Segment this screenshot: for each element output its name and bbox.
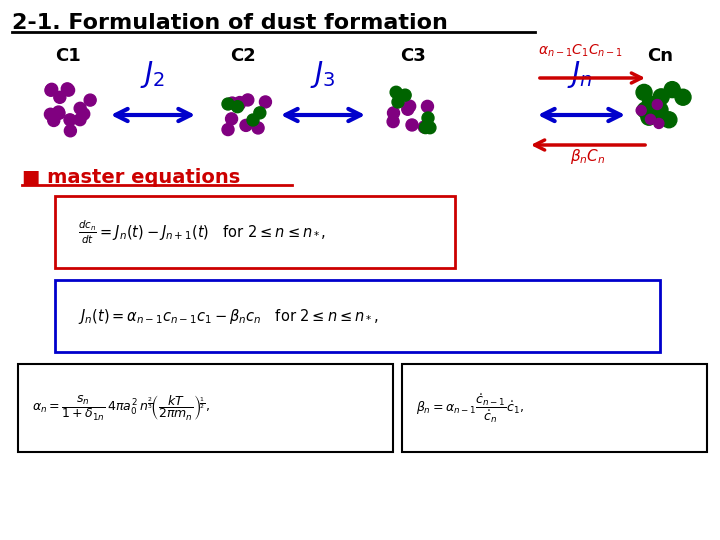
Circle shape [233, 98, 246, 110]
Circle shape [422, 112, 434, 124]
Text: $J_2$: $J_2$ [140, 59, 166, 90]
Bar [55, 196, 455, 268]
Circle shape [84, 94, 96, 106]
Text: C3: C3 [400, 47, 426, 65]
Circle shape [406, 119, 418, 131]
Circle shape [645, 99, 661, 115]
Circle shape [387, 116, 399, 127]
Circle shape [652, 99, 662, 110]
Circle shape [64, 114, 76, 126]
Text: $J_n$: $J_n$ [567, 59, 593, 90]
Circle shape [652, 102, 668, 118]
Circle shape [424, 122, 436, 134]
Bar [402, 364, 707, 452]
Bar [55, 280, 660, 352]
Circle shape [254, 107, 266, 119]
Circle shape [240, 119, 252, 131]
Text: $\alpha_{n-1}C_1C_{n-1}$: $\alpha_{n-1}C_1C_{n-1}$ [538, 43, 623, 59]
Text: $J_3$: $J_3$ [310, 59, 336, 90]
Circle shape [420, 122, 431, 133]
Text: C2: C2 [230, 47, 256, 65]
Circle shape [222, 124, 234, 136]
Text: ■ master equations: ■ master equations [22, 168, 240, 187]
Circle shape [247, 114, 259, 126]
Text: C1: C1 [55, 47, 81, 65]
Circle shape [259, 96, 271, 108]
Circle shape [404, 100, 415, 112]
Bar [18, 364, 393, 452]
Circle shape [74, 113, 86, 126]
Circle shape [45, 83, 58, 96]
Circle shape [636, 105, 646, 116]
Circle shape [418, 121, 431, 133]
Circle shape [234, 97, 246, 109]
Circle shape [636, 84, 652, 100]
Circle shape [242, 94, 254, 106]
Circle shape [252, 122, 264, 134]
Text: $\frac{dc_n}{dt} = J_n(t) - J_{n+1}(t) \quad \mathrm{for}\ 2 \leq n \leq n_*,$: $\frac{dc_n}{dt} = J_n(t) - J_{n+1}(t) \… [78, 218, 326, 246]
Circle shape [45, 108, 56, 120]
Text: $\beta_n C_n$: $\beta_n C_n$ [570, 147, 606, 166]
Circle shape [48, 114, 60, 126]
Circle shape [392, 96, 404, 108]
Circle shape [387, 107, 400, 119]
Circle shape [74, 102, 86, 114]
Text: $J_n(t) = \alpha_{n-1}c_{n-1}c_1 - \beta_n c_n \quad \mathrm{for}\ 2 \leq n \leq: $J_n(t) = \alpha_{n-1}c_{n-1}c_1 - \beta… [78, 307, 378, 326]
Text: Cn: Cn [647, 47, 673, 65]
Circle shape [642, 96, 658, 112]
Circle shape [654, 118, 664, 129]
Circle shape [63, 84, 75, 96]
Text: $\beta_n = \alpha_{n-1}\dfrac{\mathring{c}_{n-1}}{\mathring{c}_n}\mathring{c}_1,: $\beta_n = \alpha_{n-1}\dfrac{\mathring{… [416, 392, 524, 424]
Circle shape [390, 86, 402, 98]
Circle shape [650, 104, 666, 120]
Circle shape [665, 82, 680, 98]
Circle shape [226, 97, 238, 109]
Circle shape [661, 112, 677, 128]
Circle shape [64, 125, 76, 137]
Circle shape [399, 89, 411, 101]
Circle shape [78, 108, 90, 120]
Circle shape [637, 102, 653, 118]
Circle shape [402, 103, 414, 115]
Circle shape [232, 100, 243, 113]
Circle shape [222, 98, 234, 110]
Circle shape [646, 114, 655, 124]
Circle shape [641, 109, 657, 125]
Circle shape [45, 84, 57, 96]
Circle shape [653, 89, 669, 105]
Circle shape [61, 83, 73, 95]
Circle shape [53, 106, 65, 118]
Circle shape [53, 107, 65, 119]
Text: $\alpha_n = \dfrac{s_n}{1+\delta_{1n}}\,4\pi a_0^2\,n^{\frac{2}{3}}\!\left(\dfra: $\alpha_n = \dfrac{s_n}{1+\delta_{1n}}\,… [32, 394, 210, 422]
Circle shape [225, 113, 238, 125]
Text: 2-1. Formulation of dust formation: 2-1. Formulation of dust formation [12, 13, 448, 33]
Circle shape [421, 100, 433, 112]
Circle shape [54, 91, 66, 103]
Circle shape [675, 89, 691, 105]
